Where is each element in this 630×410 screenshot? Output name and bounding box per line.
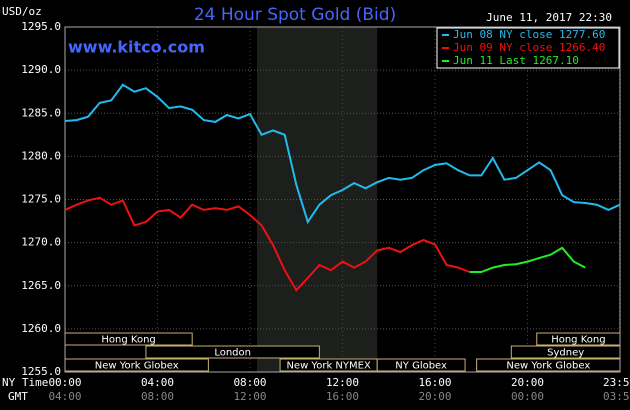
date: June 11, 2017 22:30 xyxy=(486,11,612,24)
y-tick-label: 1270.0 xyxy=(21,236,61,249)
y-axis-label: USD/oz xyxy=(2,5,42,18)
x-tick-label: 08:00 xyxy=(233,376,266,389)
chart-title: 24 Hour Spot Gold (Bid) xyxy=(194,5,396,25)
legend-label: Jun 09 NY close 1266.40 xyxy=(453,41,605,54)
y-tick-label: 1285.0 xyxy=(21,106,61,119)
x-row-label: NY Time xyxy=(2,376,48,389)
x-tick-label-gmt: 16:00 xyxy=(326,390,359,403)
x-tick-label-gmt: 04:00 xyxy=(48,390,81,403)
y-tick-label: 1295.0 xyxy=(21,20,61,33)
legend-label: Jun 11 Last 1267.10 xyxy=(453,54,579,67)
legend-box xyxy=(436,27,620,69)
y-tick-label: 1280.0 xyxy=(21,149,61,162)
y-tick-label: 1275.0 xyxy=(21,193,61,206)
session-label: London xyxy=(214,348,251,359)
plot-frame xyxy=(64,26,621,373)
session-label: New York Globex xyxy=(506,361,590,372)
session-box xyxy=(376,358,466,372)
y-tick-label: 1265.0 xyxy=(21,279,61,292)
series-line xyxy=(64,196,471,292)
site: www.kitco.com xyxy=(68,38,205,57)
x-tick-label: 23:59 xyxy=(603,376,630,389)
x-tick-label: 00:00 xyxy=(48,376,81,389)
x-tick-label: 12:00 xyxy=(326,376,359,389)
session-label: New York Globex xyxy=(95,361,179,372)
y-tick-label: 1255.0 xyxy=(21,365,61,378)
x-tick-label-gmt: 20:00 xyxy=(418,390,451,403)
x-tick-label-gmt: 00:00 xyxy=(511,390,544,403)
legend-label: Jun 08 NY close 1277.60 xyxy=(453,28,605,41)
x-tick-label-gmt: 12:00 xyxy=(233,390,266,403)
x-row2-label: GMT xyxy=(8,390,28,403)
session-label: Sydney xyxy=(547,348,584,359)
series-line xyxy=(469,246,586,273)
y-tick-label: 1260.0 xyxy=(21,322,61,335)
x-tick-label: 20:00 xyxy=(511,376,544,389)
session-label: NY Globex xyxy=(395,361,447,372)
y-tick-label: 1290.0 xyxy=(21,63,61,76)
session-label: New York NYMEX xyxy=(286,361,371,372)
session-box xyxy=(145,345,320,359)
session-label: Hong Kong xyxy=(101,335,155,346)
x-tick-label-gmt: 03:59 xyxy=(603,390,630,403)
series-line xyxy=(64,83,621,225)
x-tick-label-gmt: 08:00 xyxy=(141,390,174,403)
x-tick-label: 16:00 xyxy=(418,376,451,389)
x-tick-label: 04:00 xyxy=(141,376,174,389)
session-label: Hong Kong xyxy=(551,335,605,346)
